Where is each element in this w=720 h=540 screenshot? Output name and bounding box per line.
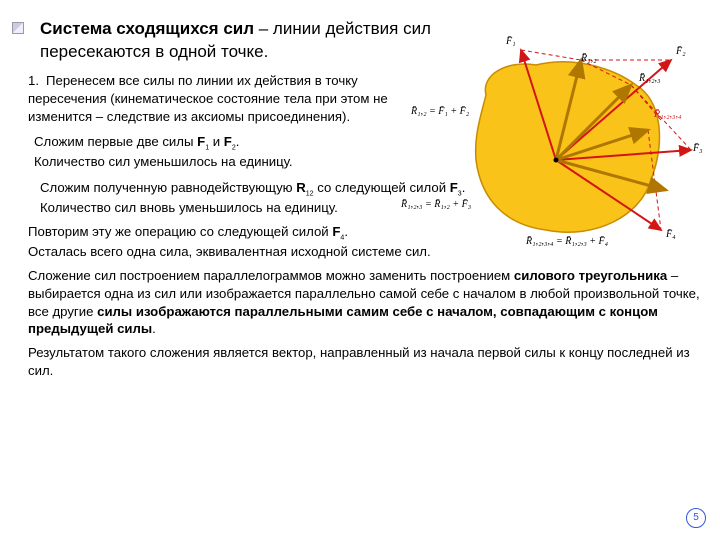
label-F4: F̄₄ xyxy=(666,228,676,242)
para-6: Результатом такого сложения является век… xyxy=(28,344,702,380)
para-5: Сложение сил построением параллелограммо… xyxy=(28,267,702,338)
eq2: R̄₁,₂,₃ = R̄₁,₂ + F̄₃ xyxy=(401,198,471,212)
p4c: . xyxy=(344,224,348,239)
eq3: R̄₁,₂,₃,₄ = R̄₁,₂,₃ + F̄₄ xyxy=(526,235,608,249)
title-bold: Система сходящихся сил xyxy=(40,19,254,38)
page-title: Система сходящихся сил – линии действия … xyxy=(40,18,450,64)
label-F2: F̄₂ xyxy=(676,45,686,59)
step2-a: Сложим первые две силы xyxy=(34,134,197,149)
p5a: Сложение сил построением параллелограммо… xyxy=(28,268,514,283)
label-R12: R̄₁,₂ xyxy=(581,52,597,66)
eq1: R̄₁,₂ = F̄₁ + F̄₂ xyxy=(411,105,469,119)
step2-F1: F xyxy=(197,134,205,149)
p5e: . xyxy=(152,321,156,336)
step1-num: 1. xyxy=(28,72,46,90)
step2-p2: Количество сил уменьшилось на единицу. xyxy=(34,154,293,169)
step1-text: Перенесем все силы по линии их действия … xyxy=(28,73,388,124)
diagram-svg xyxy=(426,30,706,250)
label-R1234: R̄₁,₂,₃,₄ xyxy=(654,108,682,122)
forces-diagram: F̄₁ F̄₂ F̄₃ F̄₄ R̄₁,₂ R̄₁,₂,₃ R̄₁,₂,₃,₄ … xyxy=(426,30,706,250)
bullet-square xyxy=(12,22,24,34)
step2-dot: . xyxy=(236,134,240,149)
page-number: 5 xyxy=(686,508,706,528)
step-2: Сложим первые две силы F1 и F2. Количест… xyxy=(34,133,404,171)
p5b: силового треугольника xyxy=(514,268,667,283)
step2-c: и xyxy=(209,134,224,149)
step3-R12: R xyxy=(296,180,306,195)
p4d: Осталась всего одна сила, эквивалентная … xyxy=(28,244,431,259)
label-R123: R̄₁,₂,₃ xyxy=(639,72,661,86)
step2-F2: F xyxy=(224,134,232,149)
p4a: Повторим эту же операцию со следующей си… xyxy=(28,224,332,239)
step-1: 1.Перенесем все силы по линии их действи… xyxy=(28,72,398,125)
label-F3: F̄₃ xyxy=(693,142,703,156)
p5d: силы изображаются параллельными самим се… xyxy=(28,304,658,337)
step3-p2: Количество сил вновь уменьшилось на един… xyxy=(40,200,338,215)
step3-a: Сложим полученную равнодействующую xyxy=(40,180,296,195)
label-F1: F̄₁ xyxy=(506,35,516,49)
